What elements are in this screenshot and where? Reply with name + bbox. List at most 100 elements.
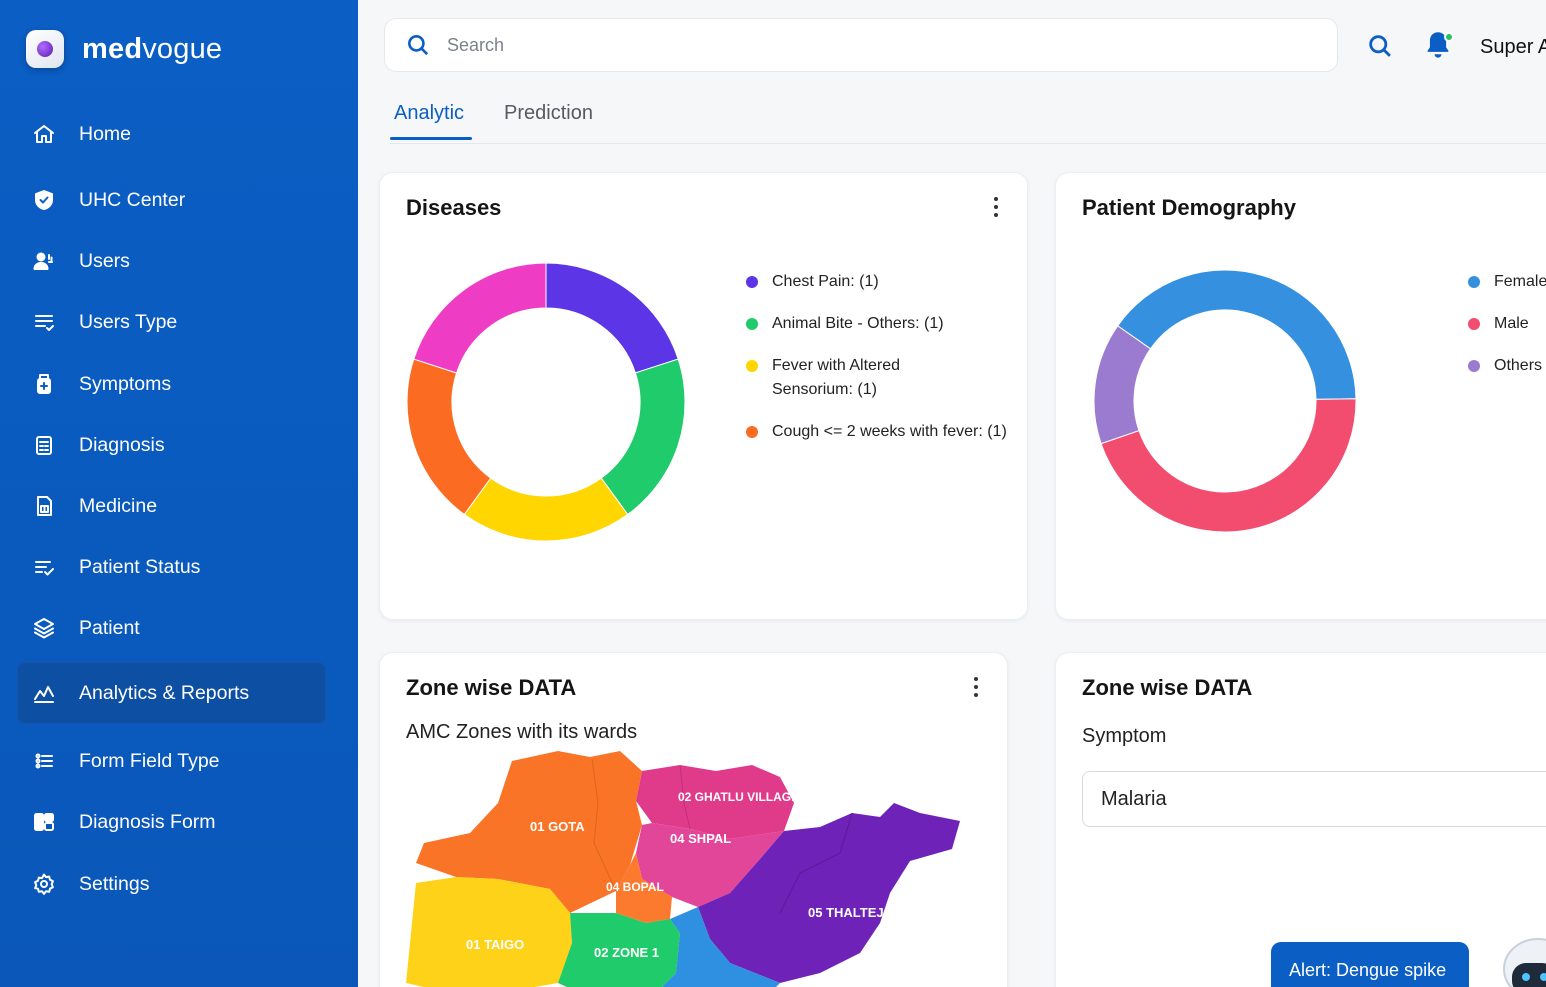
sidebar-item-diagnosis[interactable]: Diagnosis: [17, 415, 326, 475]
search-icon: [408, 35, 429, 56]
zone-map: 01 GOTA 02 GHATLU VILLAGE 04 SHPAL 04 BO…: [406, 751, 960, 987]
shield-check-icon: [31, 187, 57, 213]
diseases-card: Diseases Chest Pain: (1) Animal Bite - O…: [379, 172, 1028, 620]
zone-thaltej[interactable]: [698, 803, 960, 983]
sidebar-item-label: UHC Center: [79, 188, 186, 211]
legend-item: Animal Bite - Others: (1): [746, 312, 996, 336]
zone-ghatlu-village[interactable]: [636, 765, 794, 839]
legend-item: Female: [1468, 270, 1546, 294]
zone-label: 04 SHPAL: [670, 831, 731, 846]
zone-map-card: Zone wise DATA AMC Zones with its wards …: [379, 652, 1008, 987]
zone-shpal[interactable]: [636, 823, 784, 907]
alert-banner[interactable]: Alert: Dengue spike: [1271, 942, 1469, 987]
legend-item: Chest Pain: (1): [746, 270, 996, 294]
tab-prediction[interactable]: Prediction: [504, 102, 593, 124]
sidebar-item-label: Symptoms: [79, 372, 172, 395]
card-title: Patient Demography: [1082, 195, 1296, 220]
sidebar-item-label: Analytics & Reports: [79, 681, 250, 704]
donut-slice-animal-bite-others[interactable]: [600, 358, 686, 516]
sidebar-item-users[interactable]: Users: [17, 231, 326, 291]
zone-bopal[interactable]: [616, 853, 672, 923]
search-button[interactable]: [1366, 32, 1398, 64]
donut-slice-female[interactable]: [1116, 269, 1357, 400]
card-title: Diseases: [406, 195, 502, 220]
sidebar-item-label: Patient: [79, 616, 140, 639]
list-check-icon: [31, 554, 57, 580]
card-title: Zone wise DATA: [406, 675, 577, 700]
analytics-icon: [31, 680, 57, 706]
zone-label: 04 BOPAL: [606, 880, 664, 894]
zone-label: 05 THALTEJ: [808, 905, 884, 920]
card-title: Zone wise DATA: [1082, 675, 1253, 700]
legend-item: Cough <= 2 weeks with fever: (1): [746, 420, 1016, 444]
donut-slice-other[interactable]: [413, 262, 547, 374]
diseases-donut-chart: [406, 262, 686, 542]
zone-zone-1[interactable]: [558, 913, 680, 987]
sidebar-item-label: Diagnosis Form: [79, 810, 216, 833]
sidebar-item-diagnosis-form[interactable]: Diagnosis Form: [17, 792, 326, 852]
symptom-select[interactable]: Malaria: [1082, 771, 1546, 827]
legend-item: Fever with Altered Sensorium: (1): [746, 354, 916, 402]
layers-icon: [31, 615, 57, 641]
active-tab-indicator: [390, 137, 472, 140]
sidebar-item-label: Users Type: [79, 310, 178, 333]
sidebar-item-medicine[interactable]: Medicine: [17, 476, 326, 536]
sidebar-item-label: Diagnosis: [79, 433, 165, 456]
notification-badge: [1444, 32, 1454, 42]
more-options-icon[interactable]: [986, 193, 1006, 221]
more-options-icon[interactable]: [966, 673, 986, 701]
brand-name: medvogue: [82, 32, 223, 65]
assistant-robot-icon[interactable]: [1490, 925, 1546, 987]
sidebar-item-label: Form Field Type: [79, 749, 220, 772]
zone-label: 02 GHATLU VILLAGE: [678, 790, 799, 804]
legend-item: Male: [1468, 312, 1546, 336]
users-icon: [31, 248, 57, 274]
zone-label: 02 ZONE 1: [594, 945, 659, 960]
notification-button[interactable]: [1424, 30, 1456, 64]
search-input[interactable]: [447, 34, 1307, 56]
donut-slice-chest-pain[interactable]: [545, 262, 679, 374]
home-icon: [31, 121, 57, 147]
sidebar-item-label: Users: [79, 249, 130, 272]
donut-slice-male[interactable]: [1100, 398, 1357, 533]
sidebar-item-label: Medicine: [79, 494, 158, 517]
donut-slice-others[interactable]: [1093, 325, 1152, 445]
card-subtitle: AMC Zones with its wards: [406, 721, 638, 743]
user-name[interactable]: Super A: [1480, 36, 1546, 58]
sidebar-item-label: Home: [79, 122, 132, 145]
donut-slice-cough-2-weeks-with-fever[interactable]: [406, 358, 492, 516]
tab-analytic[interactable]: Analytic: [394, 102, 465, 124]
zone-blue[interactable]: [656, 907, 780, 987]
sidebar-item-users-type[interactable]: Users Type: [17, 292, 326, 352]
list-type-icon: [31, 309, 57, 335]
sidebar-item-form-field-type[interactable]: Form Field Type: [17, 731, 326, 791]
sidebar-item-patient[interactable]: Patient: [17, 598, 326, 658]
patient-demography-card: Patient Demography Female Male Others: [1055, 172, 1546, 620]
zone-label: 01 GOTA: [530, 819, 585, 834]
symptom-field-label: Symptom: [1082, 725, 1167, 747]
zone-gota[interactable]: [416, 751, 642, 913]
form-icon: [31, 809, 57, 835]
sidebar-item-settings[interactable]: Settings: [17, 854, 326, 914]
zone-label: 01 TAIGO: [466, 937, 524, 952]
donut-slice-fever-with-altered-sensorium[interactable]: [463, 477, 629, 542]
gear-icon: [31, 871, 57, 897]
sidebar-item-uhc-center[interactable]: UHC Center: [17, 170, 326, 230]
search-icon: [1369, 35, 1391, 57]
sidebar-item-label: Settings: [79, 872, 150, 895]
sidebar: medvogue Home UHC Center Users Users Typ…: [0, 0, 358, 987]
zone-taigo[interactable]: [406, 877, 572, 987]
form-list-icon: [31, 748, 57, 774]
bell-icon: [1427, 32, 1449, 58]
legend-item: Others: [1468, 354, 1546, 378]
sidebar-item-patient-status[interactable]: Patient Status: [17, 537, 326, 597]
zone-symptom-card: Zone wise DATA Symptom Malaria: [1055, 652, 1546, 987]
sidebar-item-home[interactable]: Home: [17, 104, 326, 164]
clipboard-icon: [31, 432, 57, 458]
medical-bottle-icon: [31, 371, 57, 397]
sidebar-item-symptoms[interactable]: Symptoms: [17, 354, 326, 414]
brand[interactable]: medvogue: [26, 30, 222, 68]
sidebar-item-analytics-reports[interactable]: Analytics & Reports: [17, 662, 326, 724]
sidebar-item-label: Patient Status: [79, 555, 201, 578]
demography-donut-chart: [1093, 269, 1357, 533]
